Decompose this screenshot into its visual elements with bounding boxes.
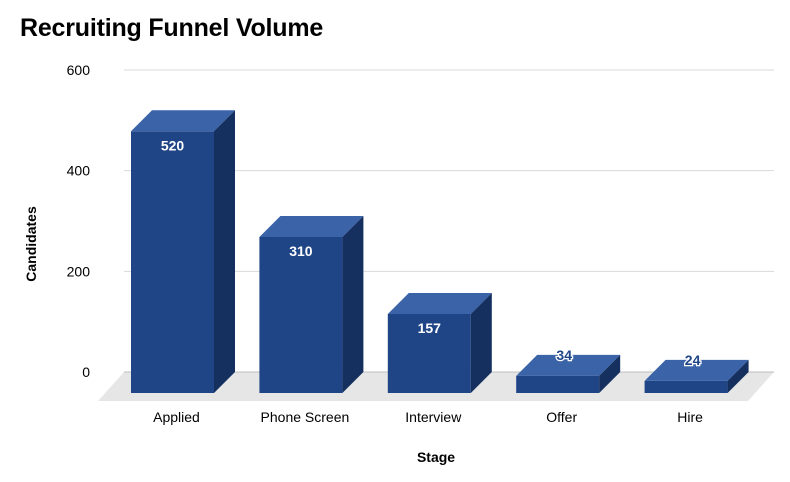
bar-side (214, 110, 235, 394)
y-tick-label: 600 (67, 62, 91, 78)
x-axis-categories: Applied Phone Screen Interview Offer Hire (153, 409, 703, 425)
bar (387, 292, 492, 393)
bar-side (470, 292, 492, 393)
data-labels: 520 310 157 34 24 (161, 137, 702, 369)
x-tick-label: Interview (405, 409, 462, 425)
bar-front (259, 236, 343, 393)
bar-top (387, 292, 492, 314)
bar-side (342, 215, 364, 393)
bar-front (387, 313, 471, 393)
data-label: 520 (161, 137, 185, 153)
chart-title: Recruiting Funnel Volume (20, 14, 324, 42)
bar (516, 354, 621, 393)
bars (131, 110, 749, 394)
bar-side (599, 354, 621, 393)
y-tick-label: 400 (67, 163, 91, 179)
bar-front (516, 375, 600, 393)
x-tick-label: Offer (546, 409, 577, 425)
bar (644, 359, 749, 393)
y-tick-label: 0 (82, 364, 90, 380)
x-tick-label: Applied (153, 409, 200, 425)
data-label: 310 (289, 243, 313, 259)
bar-side (727, 359, 749, 393)
data-label: 157 (418, 320, 442, 336)
y-axis-ticks: 0 200 400 600 (67, 62, 91, 380)
bar-top (516, 354, 621, 376)
bar-top (259, 215, 364, 237)
y-tick-label: 200 (67, 263, 91, 279)
bar-top (131, 110, 235, 132)
x-tick-label: Hire (677, 409, 703, 425)
bar-front (131, 131, 214, 393)
data-label: 34 (556, 347, 572, 363)
bar-top (644, 359, 749, 381)
x-axis-label: Stage (416, 449, 456, 465)
x-tick-label: Phone Screen (261, 409, 350, 425)
bar (131, 110, 235, 394)
data-label: 24 (685, 352, 701, 368)
bar (259, 215, 364, 393)
bar-front (644, 380, 728, 393)
